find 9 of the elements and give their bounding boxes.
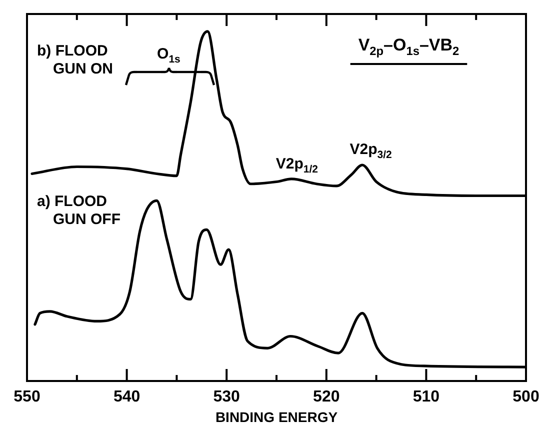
x-tick-label: 500 (512, 388, 540, 406)
x-tick-label: 530 (213, 388, 240, 406)
x-tick-label: 510 (412, 388, 440, 406)
series-label: a) FLOOD GUN OFF (37, 193, 120, 228)
x-axis-title: BINDING ENERGY (215, 408, 338, 425)
legend-label: b) FLOOD GUN ON (37, 42, 113, 78)
x-tick-label: 540 (113, 388, 140, 406)
x-tick-label: 520 (313, 388, 340, 406)
x-tick-label: 550 (14, 388, 40, 406)
